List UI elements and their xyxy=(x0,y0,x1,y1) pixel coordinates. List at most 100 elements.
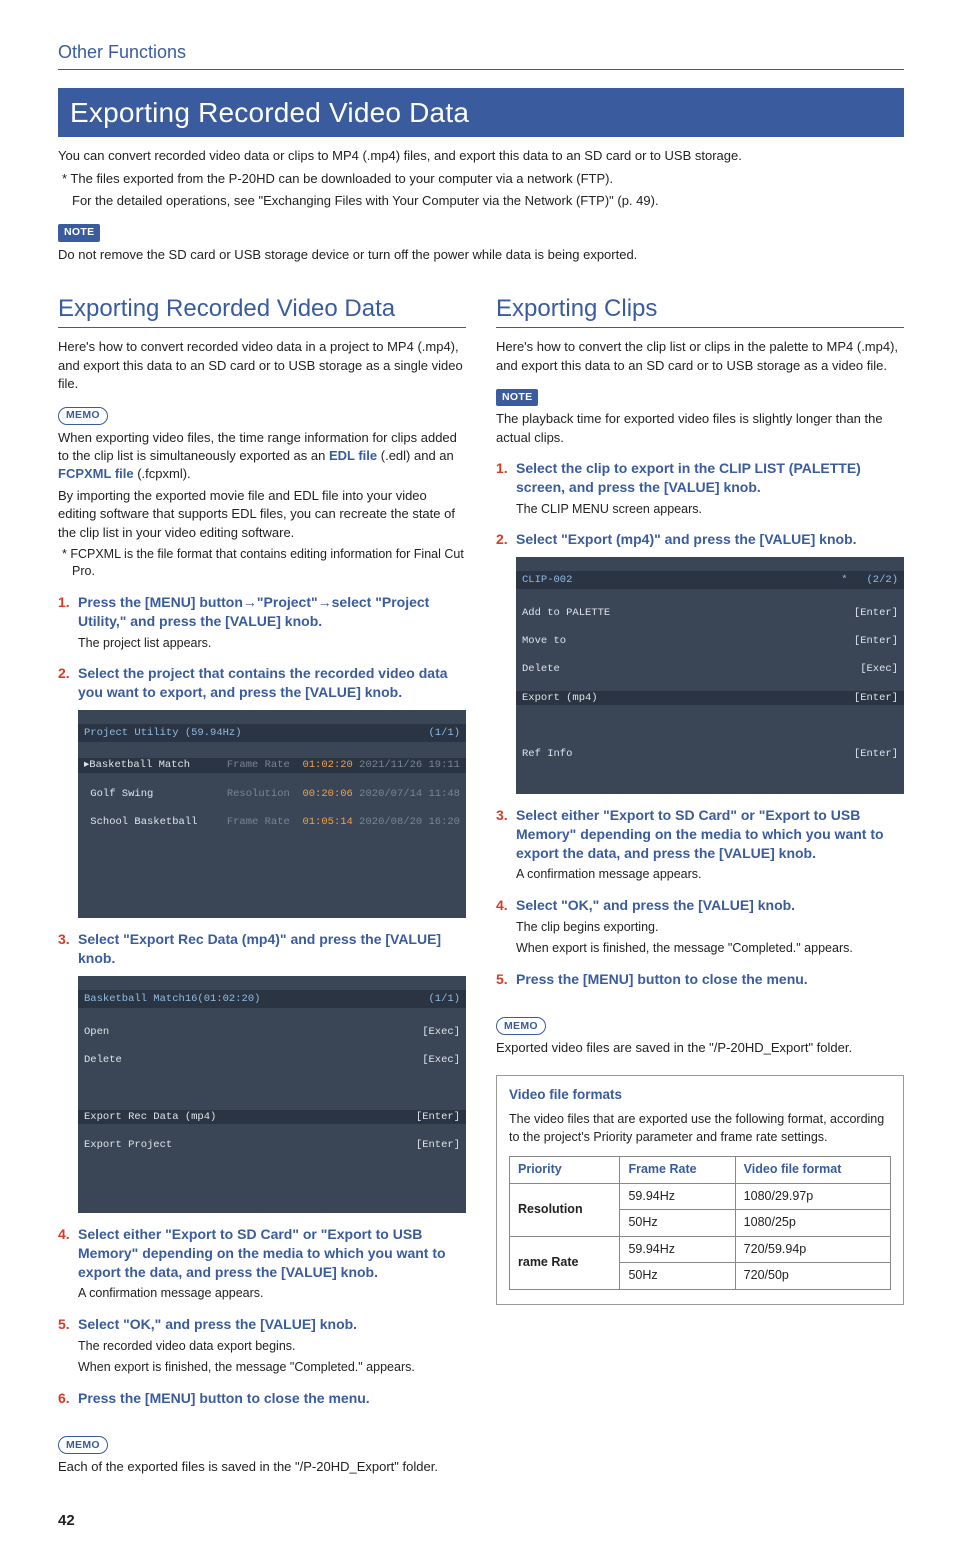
right-step-2: 2. Select "Export (mp4)" and press the [… xyxy=(496,530,904,794)
step-title: Select "OK," and press the [VALUE] knob. xyxy=(78,1315,466,1334)
row-l: Delete xyxy=(522,662,560,676)
memo-badge: MEMO xyxy=(58,1436,108,1454)
clip-menu-screen: CLIP-002 * (2/2) Add to PALETTE [Enter] Mo… xyxy=(516,557,904,794)
row-m: Frame Rate xyxy=(227,759,290,771)
right-column: Exporting Clips Here's how to convert th… xyxy=(496,292,904,1481)
screen-title-l: CLIP-002 xyxy=(522,573,572,587)
right-step-5: 5. Press the [MENU] button to close the … xyxy=(496,970,904,990)
step-number: 1. xyxy=(496,459,516,518)
step-title: Select "Export Rec Data (mp4)" and press… xyxy=(78,930,466,968)
step-desc: The clip begins exporting. xyxy=(516,919,904,937)
step-title: Press the [MENU] button to close the men… xyxy=(78,1389,466,1408)
row-l: Export Rec Data (mp4) xyxy=(84,1110,216,1124)
step-desc: A confirmation message appears. xyxy=(516,866,904,884)
row-r: [Enter] xyxy=(854,606,898,620)
row-l: Export (mp4) xyxy=(522,691,598,705)
cell: 720/50p xyxy=(735,1263,890,1290)
row-r: [Enter] xyxy=(854,691,898,705)
row-l: Add to PALETTE xyxy=(522,606,610,620)
row-r: [Enter] xyxy=(416,1110,460,1124)
step-desc: When export is finished, the message "Co… xyxy=(78,1359,466,1377)
memo1-c: (.fcpxml). xyxy=(134,466,191,481)
step-title: Press the [MENU] button→"Project"→select… xyxy=(78,593,466,631)
screen-title-r: * (2/2) xyxy=(841,573,898,587)
row-t: 01:05:14 xyxy=(302,816,352,828)
intro-p3: For the detailed operations, see "Exchan… xyxy=(58,192,904,210)
note-badge: NOTE xyxy=(58,224,100,242)
row-m: Resolution xyxy=(227,788,290,800)
video-file-formats-box: Video file formats The video files that … xyxy=(496,1075,904,1304)
left-step-6: 6. Press the [MENU] button to close the … xyxy=(58,1389,466,1409)
vf-heading: Video file formats xyxy=(509,1086,891,1105)
right-memo-text: Exported video files are saved in the "/… xyxy=(496,1039,904,1057)
row-d: 2021/11/26 19:11 xyxy=(359,759,460,771)
cell: 50Hz xyxy=(620,1263,735,1290)
intro-block: You can convert recorded video data or c… xyxy=(58,147,904,263)
intro-note-text: Do not remove the SD card or USB storage… xyxy=(58,246,904,264)
cell-framerate: rame Rate xyxy=(510,1236,620,1289)
right-heading: Exporting Clips xyxy=(496,292,904,329)
step-title: Select either "Export to SD Card" or "Ex… xyxy=(78,1225,466,1282)
row-l: Golf Swing xyxy=(84,787,153,801)
left-column: Exporting Recorded Video Data Here's how… xyxy=(58,292,466,1481)
project-utility-screen: Project Utility (59.94Hz) (1/1) ▸Basketba… xyxy=(78,710,466,918)
row-l: Open xyxy=(84,1025,109,1039)
step-number: 2. xyxy=(58,664,78,918)
step-number: 3. xyxy=(496,806,516,884)
row-d: 2020/07/14 11:48 xyxy=(359,788,460,800)
cell: 59.94Hz xyxy=(620,1236,735,1263)
left-memo-star: * FCPXML is the file format that contain… xyxy=(58,546,466,581)
step-desc: A confirmation message appears. xyxy=(78,1285,466,1303)
row-r: [Exec] xyxy=(422,1053,460,1067)
step-title: Select "OK," and press the [VALUE] knob. xyxy=(516,896,904,915)
left-memo2: By importing the exported movie file and… xyxy=(58,487,466,542)
left-heading: Exporting Recorded Video Data xyxy=(58,292,466,329)
step-number: 1. xyxy=(58,593,78,652)
screen-title-r: (1/1) xyxy=(428,726,460,740)
page-title: Exporting Recorded Video Data xyxy=(58,88,904,137)
right-note-text: The playback time for exported video fil… xyxy=(496,410,904,446)
edl-file-link[interactable]: EDL file xyxy=(329,448,377,463)
step-number: 6. xyxy=(58,1389,78,1409)
left-memo3: Each of the exported files is saved in t… xyxy=(58,1458,466,1476)
left-step-3: 3. Select "Export Rec Data (mp4)" and pr… xyxy=(58,930,466,1213)
left-lead: Here's how to convert recorded video dat… xyxy=(58,338,466,393)
row-l: ▸Basketball Match xyxy=(84,758,190,772)
screen-title-l: Project Utility (59.94Hz) xyxy=(84,726,242,740)
left-step-4: 4. Select either "Export to SD Card" or … xyxy=(58,1225,466,1303)
row-r: [Enter] xyxy=(854,634,898,648)
screen-title-l: Basketball Match16(01:02:20) xyxy=(84,992,260,1006)
step-number: 5. xyxy=(496,970,516,990)
step-desc: The recorded video data export begins. xyxy=(78,1338,466,1356)
row-l: Ref Info xyxy=(522,747,572,761)
cell: 720/59.94p xyxy=(735,1236,890,1263)
fcpxml-file-link[interactable]: FCPXML file xyxy=(58,466,134,481)
right-lead: Here's how to convert the clip list or c… xyxy=(496,338,904,374)
breadcrumb: Other Functions xyxy=(58,40,904,70)
step-desc: When export is finished, the message "Co… xyxy=(516,940,904,958)
right-step-3: 3. Select either "Export to SD Card" or … xyxy=(496,806,904,884)
left-step-5: 5. Select "OK," and press the [VALUE] kn… xyxy=(58,1315,466,1377)
row-m: Frame Rate xyxy=(227,816,290,828)
row-t: 01:02:20 xyxy=(302,759,352,771)
th-priority: Priority xyxy=(510,1157,620,1184)
step-title: Select either "Export to SD Card" or "Ex… xyxy=(516,806,904,863)
export-menu-screen: Basketball Match16(01:02:20)(1/1) Open[E… xyxy=(78,976,466,1213)
intro-p2: * The files exported from the P-20HD can… xyxy=(58,170,904,188)
row-r: [Enter] xyxy=(854,747,898,761)
row-r: [Exec] xyxy=(860,662,898,676)
step-number: 5. xyxy=(58,1315,78,1377)
row-l: Move to xyxy=(522,634,566,648)
video-format-table: Priority Frame Rate Video file format Re… xyxy=(509,1156,891,1290)
step-number: 3. xyxy=(58,930,78,1213)
th-framerate: Frame Rate xyxy=(620,1157,735,1184)
cell-resolution: Resolution xyxy=(510,1183,620,1236)
cell: 1080/29.97p xyxy=(735,1183,890,1210)
page-number: 42 xyxy=(58,1510,904,1531)
step-title: Select the project that contains the rec… xyxy=(78,664,466,702)
left-step-2: 2. Select the project that contains the … xyxy=(58,664,466,918)
right-step-1: 1. Select the clip to export in the CLIP… xyxy=(496,459,904,518)
cell: 50Hz xyxy=(620,1210,735,1237)
s1b: "Project" xyxy=(257,594,318,610)
left-memo1: When exporting video files, the time ran… xyxy=(58,429,466,484)
